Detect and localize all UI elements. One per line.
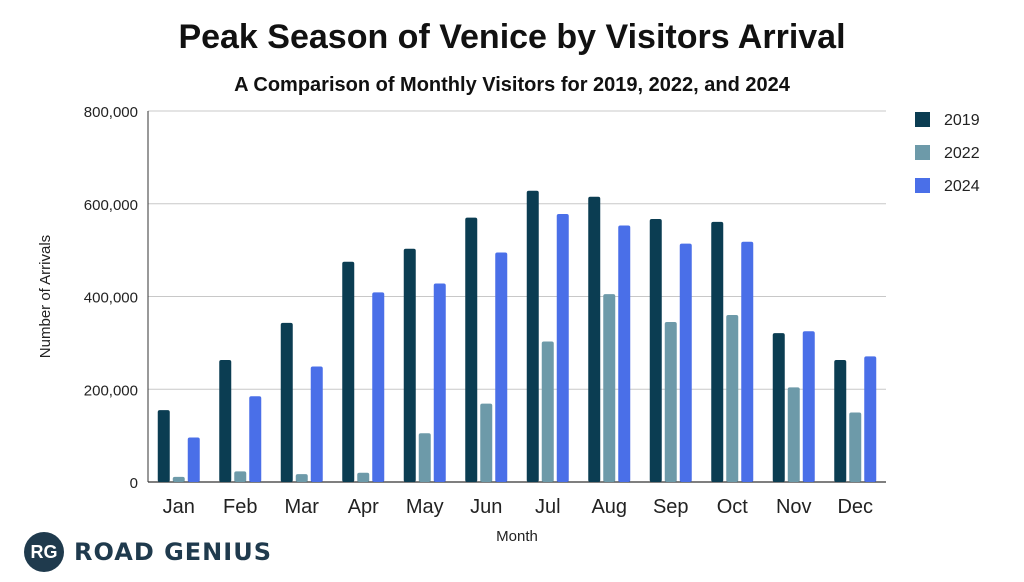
bar-2019-apr (342, 261, 355, 482)
bar-2019-jul (526, 190, 539, 482)
x-tick-label: Jan (163, 496, 195, 518)
bar-2019-feb (219, 360, 232, 482)
bar-2024-jun (495, 252, 508, 482)
x-axis-title: Month (496, 528, 538, 545)
bar-2019-nov (772, 333, 785, 482)
bar-2024-oct (741, 241, 754, 482)
bar-2024-jul (556, 213, 569, 482)
bar-2022-feb (234, 471, 247, 482)
legend-swatch-2019 (915, 112, 930, 127)
legend-swatch-2024 (915, 178, 930, 193)
y-tick-label: 600,000 (84, 197, 138, 214)
x-tick-label: Sep (653, 496, 689, 518)
x-tick-label: Feb (223, 496, 257, 518)
legend-swatch-2022 (915, 145, 930, 160)
bar-2022-may (418, 433, 431, 482)
x-tick-label: Dec (837, 496, 873, 518)
x-tick-label: Nov (776, 496, 812, 518)
bar-2024-feb (249, 396, 262, 482)
bar-2024-sep (679, 243, 692, 482)
bar-2019-mar (280, 322, 293, 482)
bar-2024-jan (187, 437, 200, 482)
bar-2022-sep (664, 322, 677, 482)
logo-badge: RG (24, 532, 64, 572)
x-tick-label: Oct (717, 496, 749, 518)
x-tick-label: Apr (348, 496, 379, 518)
x-tick-label: Jul (535, 496, 561, 518)
y-tick-label: 200,000 (84, 382, 138, 399)
bar-2022-jan (172, 476, 185, 482)
bar-2024-mar (310, 366, 323, 482)
bar-2022-apr (357, 472, 370, 482)
bar-2022-oct (726, 315, 739, 482)
bar-2022-mar (295, 474, 308, 482)
logo-text: ROAD GENIUS (74, 538, 272, 566)
legend-label-2019: 2019 (944, 112, 980, 129)
bar-2019-sep (649, 219, 662, 482)
chart-title: Peak Season of Venice by Visitors Arriva… (178, 18, 846, 56)
bar-2022-nov (787, 387, 800, 482)
bar-2024-may (433, 283, 446, 482)
bar-2019-oct (711, 221, 724, 482)
legend-label-2024: 2024 (944, 178, 980, 195)
bar-2019-jan (157, 410, 170, 482)
bar-2019-dec (834, 360, 847, 482)
y-tick-label: 800,000 (84, 104, 138, 121)
y-axis-title: Number of Arrivals (37, 235, 54, 358)
legend-label-2022: 2022 (944, 145, 980, 162)
bar-2024-nov (802, 331, 815, 482)
bar-2024-apr (372, 292, 385, 482)
bar-2022-aug (603, 294, 616, 482)
x-tick-label: Aug (591, 496, 627, 518)
bar-2024-aug (618, 225, 631, 482)
x-tick-label: Mar (285, 496, 320, 518)
x-tick-label: May (406, 496, 444, 518)
x-tick-label: Jun (470, 496, 502, 518)
chart-subtitle: A Comparison of Monthly Visitors for 201… (234, 74, 790, 96)
bar-2022-jul (541, 341, 554, 482)
bar-2019-jun (465, 217, 478, 482)
bar-2022-jun (480, 403, 493, 482)
bar-2019-aug (588, 196, 601, 482)
bar-2024-dec (864, 356, 877, 482)
bar-2022-dec (849, 412, 862, 482)
y-tick-label: 400,000 (84, 290, 138, 307)
bar-2019-may (403, 248, 416, 482)
road-genius-logo: RG ROAD GENIUS (24, 530, 272, 574)
y-tick-label: 0 (130, 475, 138, 492)
